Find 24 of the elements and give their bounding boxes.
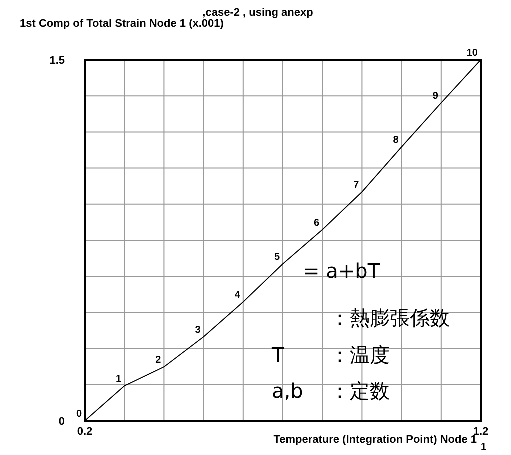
annotation: 7 — [354, 180, 360, 192]
annotation: ：熱膨張係数 — [330, 306, 450, 330]
annotation: 8 — [393, 135, 400, 146]
annotation: ：温度 — [330, 343, 390, 367]
line-series — [84, 60, 482, 422]
annotation: 10 — [466, 48, 478, 59]
annotation: T — [271, 343, 285, 367]
annotation: 6 — [314, 218, 320, 229]
annotation: 0 — [76, 409, 82, 420]
y-axis-title: 1st Comp of Total Strain Node 1 (x.001) — [20, 18, 224, 30]
annotation: a,b — [272, 379, 304, 403]
annotation: 9 — [432, 91, 439, 102]
y-tick-label: 1.5 — [50, 55, 65, 67]
x-axis-title: Temperature (Integration Point) Node 1 — [274, 434, 477, 446]
annotation: ：定数 — [330, 379, 390, 403]
annotation: 2 — [156, 355, 162, 366]
x-tick-label: 0.2 — [77, 426, 93, 438]
annotation: 3 — [195, 325, 202, 336]
annotation: = a+bT — [303, 259, 381, 283]
chart-title: ,case-2 , using anexp — [202, 7, 314, 19]
annotation: 5 — [274, 252, 280, 264]
annotation: 1 — [116, 374, 122, 386]
annotation: 4 — [234, 290, 241, 302]
text: 1 — [481, 442, 487, 453]
